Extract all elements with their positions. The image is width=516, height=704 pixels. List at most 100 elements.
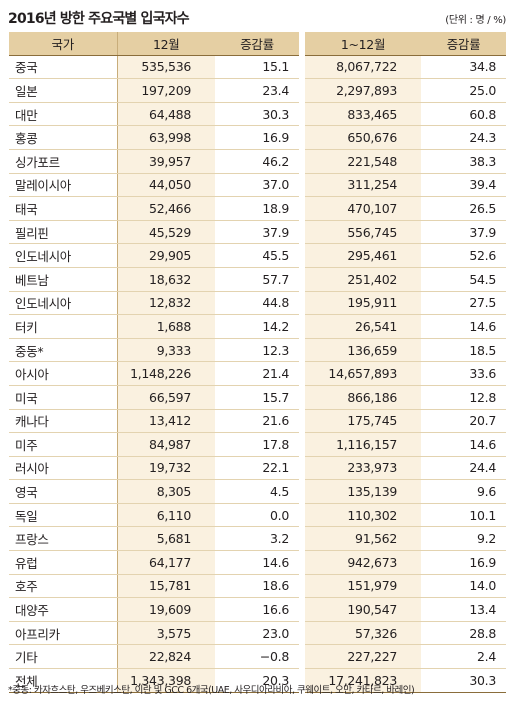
annual-rate-cell: 10.1 (421, 503, 506, 528)
table-row: 영국 8,305 4.5 135,139 9.6 (9, 479, 506, 504)
country-cell: 기타 (9, 644, 117, 670)
table-row: 캐나다 13,412 21.6 175,745 20.7 (9, 409, 506, 434)
table-row: 전체 1,343,398 20.3 17,241,823 30.3 (9, 668, 506, 693)
december-count-cell: 1,688 (116, 314, 215, 339)
december-rate-cell: 37.9 (215, 220, 299, 245)
column-gap (299, 668, 305, 693)
annual-count-cell: 866,186 (305, 385, 421, 410)
country-cell: 미주 (9, 432, 117, 457)
december-rate-cell: 30.3 (215, 102, 299, 127)
column-gap (299, 338, 305, 362)
column-gap (299, 267, 305, 292)
december-rate-cell: 20.3 (215, 668, 299, 693)
december-count-cell: 44,050 (116, 173, 215, 198)
december-count-cell: 197,209 (116, 78, 215, 103)
december-count-cell: 5,681 (116, 526, 215, 552)
annual-count-cell: 833,465 (305, 102, 421, 127)
annual-count-cell: 26,541 (305, 314, 421, 339)
december-count-cell: 52,466 (116, 196, 215, 221)
table-row: 프랑스 5,681 3.2 91,562 9.2 (9, 526, 506, 552)
december-rate-cell: 15.7 (215, 385, 299, 410)
column-gap (299, 125, 305, 150)
country-cell: 인도네시아 (9, 243, 117, 268)
december-rate-cell: 12.3 (215, 338, 299, 363)
country-cell: 전체 (9, 668, 117, 693)
column-gap (299, 409, 305, 433)
annual-count-cell: 14,657,893 (305, 361, 421, 386)
annual-rate-cell: 38.3 (421, 149, 506, 174)
annual-rate-cell: 30.3 (421, 668, 506, 693)
december-rate-cell: 16.6 (215, 597, 299, 622)
table-row: 말레이시아 44,050 37.0 311,254 39.4 (9, 173, 506, 198)
column-gap (299, 550, 305, 575)
table-row: 아시아 1,148,226 21.4 14,657,893 33.6 (9, 361, 506, 386)
country-cell: 태국 (9, 196, 117, 221)
annual-rate-cell: 16.9 (421, 550, 506, 575)
annual-count-cell: 195,911 (305, 291, 421, 316)
table-row: 일본 197,209 23.4 2,297,893 25.0 (9, 78, 506, 103)
table-title: 2016년 방한 주요국별 입국자수 (8, 11, 190, 27)
annual-rate-cell: 20.7 (421, 409, 506, 434)
december-count-cell: 9,333 (116, 338, 215, 363)
annual-count-cell: 135,139 (305, 479, 421, 504)
annual-rate-cell: 24.3 (421, 125, 506, 150)
annual-count-cell: 8,067,722 (305, 55, 421, 80)
december-count-cell: 8,305 (116, 479, 215, 504)
header-row: 국가 12월 증감률 1~12월 증감률 (9, 32, 506, 56)
december-count-cell: 535,536 (116, 55, 215, 80)
column-gap (299, 644, 305, 669)
column-gap (299, 503, 305, 527)
annual-rate-cell: 60.8 (421, 102, 506, 127)
annual-count-cell: 233,973 (305, 456, 421, 481)
column-gap (299, 526, 305, 551)
december-rate-cell: 0.0 (215, 503, 299, 528)
table-row: 대양주 19,609 16.6 190,547 13.4 (9, 597, 506, 622)
table-row: 미주 84,987 17.8 1,116,157 14.6 (9, 432, 506, 457)
december-count-cell: 39,957 (116, 149, 215, 174)
table-row: 인도네시아 29,905 45.5 295,461 52.6 (9, 243, 506, 268)
annual-count-cell: 91,562 (305, 526, 421, 552)
annual-count-cell: 650,676 (305, 125, 421, 150)
annual-count-cell: 110,302 (305, 503, 421, 528)
annual-count-cell: 17,241,823 (305, 668, 421, 693)
december-count-cell: 19,609 (116, 597, 215, 622)
december-rate-cell: 3.2 (215, 526, 299, 552)
annual-count-cell: 57,326 (305, 621, 421, 646)
column-gap (299, 621, 305, 645)
column-gap (299, 361, 305, 386)
country-cell: 중국 (9, 55, 117, 80)
december-count-cell: 22,824 (116, 644, 215, 670)
country-cell: 터키 (9, 314, 117, 339)
december-count-cell: 84,987 (116, 432, 215, 457)
country-cell: 홍콩 (9, 125, 117, 150)
annual-count-cell: 1,116,157 (305, 432, 421, 457)
annual-count-cell: 175,745 (305, 409, 421, 434)
annual-count-cell: 942,673 (305, 550, 421, 575)
country-cell: 호주 (9, 574, 117, 599)
annual-count-cell: 227,227 (305, 644, 421, 670)
december-count-cell: 1,148,226 (116, 361, 215, 386)
december-count-cell: 45,529 (116, 220, 215, 245)
table-row: 호주 15,781 18.6 151,979 14.0 (9, 574, 506, 599)
annual-count-cell: 251,402 (305, 267, 421, 292)
table-row: 싱가포르 39,957 46.2 221,548 38.3 (9, 149, 506, 174)
annual-count-cell: 556,745 (305, 220, 421, 245)
table-row: 유럽 64,177 14.6 942,673 16.9 (9, 550, 506, 575)
country-cell: 독일 (9, 503, 117, 528)
annual-count-cell: 151,979 (305, 574, 421, 599)
unit-label: (단위 : 명 / %) (445, 15, 506, 26)
table-row: 러시아 19,732 22.1 233,973 24.4 (9, 456, 506, 481)
annual-count-cell: 136,659 (305, 338, 421, 363)
annual-rate-cell: 33.6 (421, 361, 506, 386)
annual-count-cell: 470,107 (305, 196, 421, 221)
december-rate-cell: 17.8 (215, 432, 299, 457)
country-cell: 미국 (9, 385, 117, 410)
annual-count-cell: 2,297,893 (305, 78, 421, 103)
december-rate-cell: 4.5 (215, 479, 299, 504)
country-cell: 캐나다 (9, 409, 117, 434)
column-gap (299, 173, 305, 197)
december-rate-cell: 18.6 (215, 574, 299, 599)
december-rate-cell: 16.9 (215, 125, 299, 150)
annual-rate-cell: 14.6 (421, 314, 506, 339)
